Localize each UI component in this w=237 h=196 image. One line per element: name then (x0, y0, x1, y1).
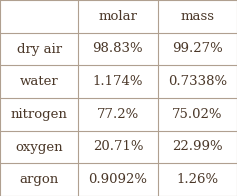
Text: 0.9092%: 0.9092% (88, 173, 147, 186)
Text: 75.02%: 75.02% (172, 108, 223, 121)
Text: oxygen: oxygen (15, 141, 63, 153)
Text: dry air: dry air (17, 43, 62, 55)
Text: 0.7338%: 0.7338% (168, 75, 227, 88)
Text: 20.71%: 20.71% (93, 141, 143, 153)
Text: 99.27%: 99.27% (172, 43, 223, 55)
Text: 98.83%: 98.83% (93, 43, 143, 55)
Text: mass: mass (180, 10, 214, 23)
Text: 1.26%: 1.26% (176, 173, 218, 186)
Text: 77.2%: 77.2% (97, 108, 139, 121)
Text: 1.174%: 1.174% (93, 75, 143, 88)
Text: 22.99%: 22.99% (172, 141, 223, 153)
Text: argon: argon (19, 173, 59, 186)
Text: nitrogen: nitrogen (11, 108, 68, 121)
Text: molar: molar (98, 10, 137, 23)
Text: water: water (20, 75, 59, 88)
